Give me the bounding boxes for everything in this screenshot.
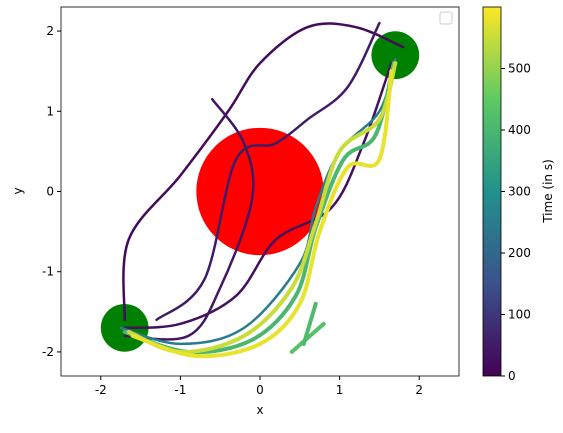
trajectory — [301, 301, 318, 346]
x-tick-label: -1 — [174, 383, 186, 397]
trajectory — [155, 21, 381, 322]
region — [371, 31, 420, 80]
x-tick-label: 0 — [256, 383, 264, 397]
colorbar-label: Time (in s) — [541, 159, 555, 224]
trajectory — [289, 321, 326, 354]
region — [196, 127, 324, 256]
x-tick-label: 1 — [336, 383, 344, 397]
colorbar-tick-label: 500 — [508, 62, 531, 76]
x-axis-label: x — [256, 403, 263, 417]
y-tick-label: -2 — [42, 345, 54, 359]
y-tick-label: 1 — [46, 104, 54, 118]
trajectory — [123, 61, 393, 330]
x-tick-label: 2 — [415, 383, 423, 397]
colorbar-tick-label: 0 — [508, 369, 516, 383]
colorbar-tick-label: 100 — [508, 308, 531, 322]
colorbar-tick-label: 400 — [508, 123, 531, 137]
plot-area — [100, 21, 420, 359]
y-tick-label: 2 — [46, 24, 54, 38]
colorbar-tick-label: 200 — [508, 246, 531, 260]
x-tick-label: -2 — [95, 383, 107, 397]
colorbar — [482, 6, 502, 377]
trajectory — [123, 98, 255, 341]
y-axis-label: y — [11, 187, 25, 194]
trajectory — [130, 69, 394, 359]
trajectory — [126, 61, 398, 354]
y-tick-label: -1 — [42, 265, 54, 279]
trajectory — [122, 22, 405, 322]
legend — [439, 11, 453, 25]
colorbar-tick-label: 300 — [508, 185, 531, 199]
y-tick-label: 0 — [46, 185, 54, 199]
